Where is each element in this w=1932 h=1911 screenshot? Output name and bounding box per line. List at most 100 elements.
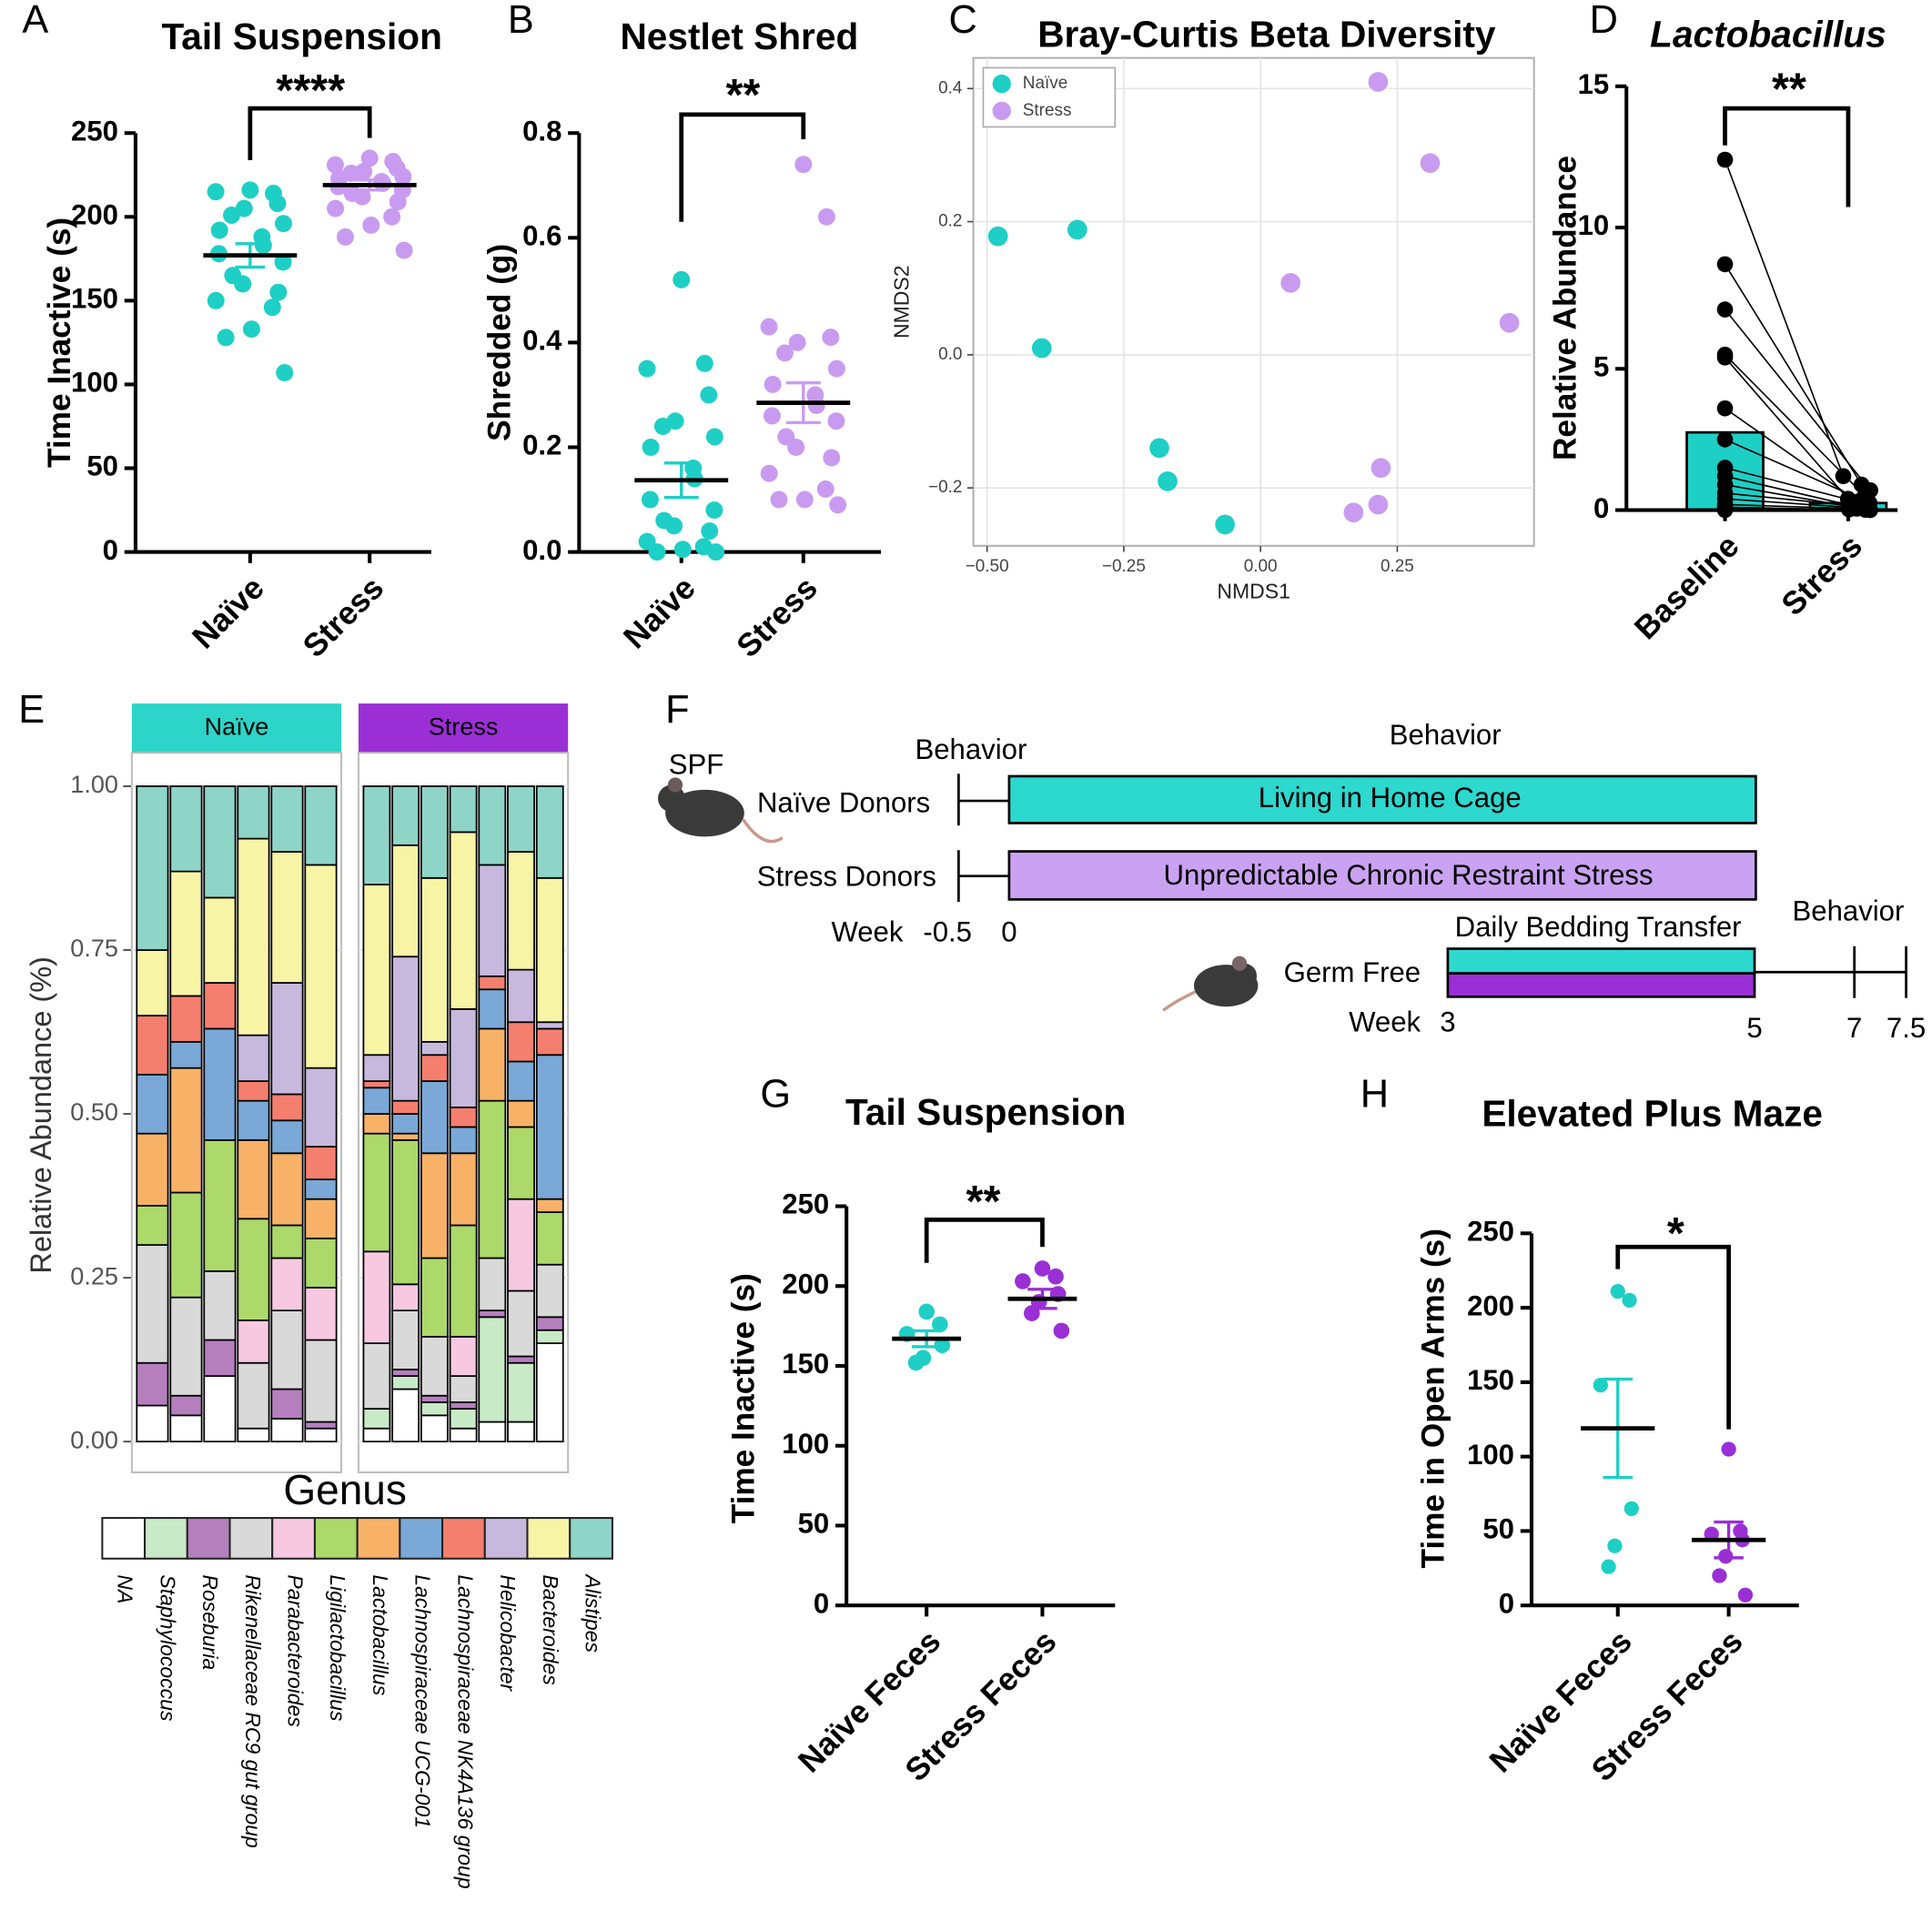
data-point	[795, 490, 814, 509]
y-tick-label: 150	[1467, 1364, 1514, 1396]
bar-segment	[478, 975, 507, 991]
bar-segment	[507, 1421, 535, 1443]
timeline-bar	[1446, 947, 1756, 975]
bar-segment	[237, 1099, 270, 1141]
bar-segment	[136, 1361, 169, 1407]
bar-segment	[169, 995, 203, 1043]
bar-segment	[535, 1211, 564, 1266]
data-point	[1031, 338, 1052, 359]
data-point	[1368, 494, 1389, 515]
legend-label: Ligilactobacillus	[326, 1574, 349, 1722]
data-point	[641, 490, 659, 509]
bar-segment	[237, 1361, 270, 1430]
y-tick-label: 0	[814, 1587, 829, 1619]
y-axis-title: Shredded (g)	[481, 244, 517, 441]
bar-segment	[362, 1113, 391, 1135]
legend-label: Naïve	[1023, 74, 1067, 93]
y-tick-label: 200	[1467, 1289, 1514, 1321]
bar-segment	[535, 1021, 564, 1030]
legend-swatch	[526, 1517, 572, 1560]
bar-segment	[420, 785, 449, 879]
bar-segment	[449, 1106, 478, 1128]
bar-segment	[362, 1427, 391, 1443]
data-point	[653, 417, 672, 435]
y-tick-label: −0.2	[928, 478, 962, 497]
y-tick-label: 50	[1482, 1513, 1514, 1545]
chart-title: Bray-Curtis Beta Diversity	[1037, 13, 1496, 55]
significance: ****	[276, 66, 345, 116]
bar-segment	[237, 837, 270, 1036]
facet-label: Stress	[429, 712, 499, 740]
bar-segment	[535, 1027, 564, 1057]
data-point	[642, 439, 660, 456]
bar-segment	[169, 1040, 203, 1069]
mouse-icon	[1162, 956, 1259, 1012]
y-axis-title: NMDS2	[890, 265, 914, 339]
week-number: 7	[1846, 1012, 1862, 1044]
data-point	[1607, 1538, 1623, 1553]
data-point	[1622, 1292, 1637, 1309]
data-point	[1034, 1260, 1051, 1277]
data-point	[1716, 151, 1734, 168]
data-point	[705, 428, 723, 446]
bar-segment	[203, 982, 237, 1030]
y-tick-label: 0.4	[522, 325, 562, 357]
data-point	[274, 253, 292, 271]
data-point	[700, 386, 718, 404]
data-point	[665, 517, 683, 535]
bar-segment	[535, 1263, 564, 1319]
bar-segment	[478, 785, 507, 866]
bar-segment	[169, 1296, 203, 1397]
bar-segment	[136, 1404, 169, 1443]
significance-bracket	[1615, 1244, 1731, 1430]
bar-segment	[478, 988, 507, 1030]
data-point	[829, 496, 847, 514]
legend-swatch	[313, 1517, 359, 1560]
group-label: Stress Donors	[757, 861, 936, 893]
bar-segment	[270, 851, 304, 984]
data-point	[1716, 399, 1734, 417]
significance: **	[1772, 65, 1806, 114]
data-point	[242, 320, 260, 339]
data-point	[1158, 471, 1178, 491]
pair-line	[1725, 503, 1857, 510]
y-tick-label: 15	[1578, 68, 1610, 100]
data-point	[1015, 1273, 1031, 1289]
bar-segment	[391, 1099, 420, 1115]
bar-label: Unpredictable Chronic Restraint Stress	[1164, 859, 1654, 891]
data-point	[353, 187, 371, 206]
bar-segment	[507, 1361, 535, 1423]
data-point	[1610, 1283, 1625, 1299]
x-axis-title: NMDS1	[1217, 579, 1290, 602]
legend-label: Parabacteroides	[284, 1574, 308, 1727]
panel-letter: B	[508, 0, 534, 42]
data-point	[360, 149, 379, 167]
chart-title: Elevated Plus Maze	[1482, 1092, 1823, 1134]
bar-segment	[203, 1339, 237, 1378]
legend-label: Lactobacillus	[369, 1574, 392, 1695]
pair-line	[1724, 357, 1849, 500]
week-label: Week	[1349, 1006, 1421, 1037]
bar-segment	[270, 1418, 304, 1443]
bar-segment	[304, 1427, 338, 1443]
facet-strip	[359, 703, 569, 753]
bar-segment	[507, 1126, 535, 1200]
bar-segment	[169, 1414, 203, 1443]
y-tick-label: 0.00	[70, 1425, 118, 1453]
y-tick-label: 0.4	[938, 78, 962, 97]
bar-segment	[237, 1320, 270, 1364]
chart-title: Tail Suspension	[162, 15, 442, 57]
data-point	[207, 183, 225, 201]
bar-segment	[136, 949, 169, 1016]
bar-segment	[391, 956, 420, 1102]
data-point	[1841, 501, 1857, 518]
pair-line	[1725, 475, 1853, 507]
bar-segment	[420, 1336, 449, 1397]
legend-marker	[992, 74, 1011, 94]
timeline-bar	[1007, 850, 1757, 901]
spf-label: SPF	[669, 748, 724, 780]
data-point	[827, 359, 845, 378]
week-number: 3	[1440, 1006, 1455, 1037]
y-tick-label: 50	[798, 1508, 830, 1540]
legend-title: Genus	[283, 1466, 407, 1513]
